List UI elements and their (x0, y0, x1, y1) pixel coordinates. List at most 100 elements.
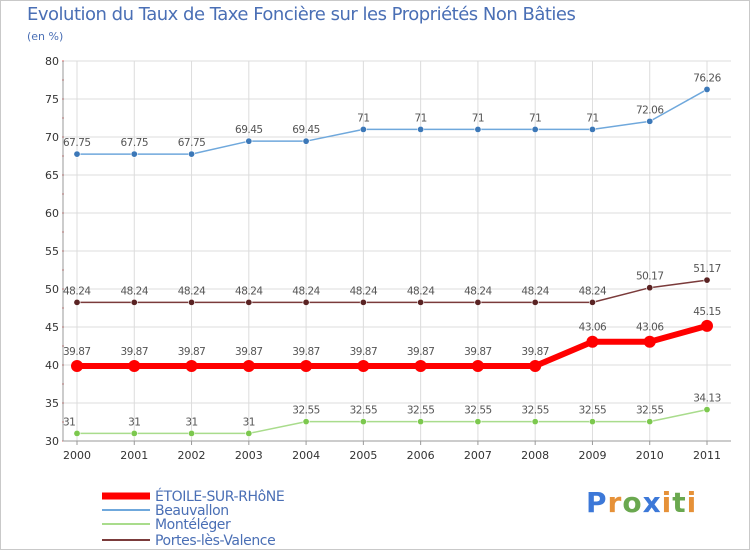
y-tick-label: 75 (45, 93, 59, 106)
x-tick-label: 2000 (63, 449, 91, 462)
data-label: 39.87 (350, 346, 378, 358)
y-tick-label: 35 (45, 397, 59, 410)
data-point (417, 125, 425, 133)
y-axis-unit-label: (en %) (27, 30, 64, 43)
data-point (188, 429, 196, 437)
data-label: 32.55 (407, 405, 435, 417)
data-point (359, 418, 367, 426)
data-label: 71 (357, 112, 369, 124)
data-label: 39.87 (407, 346, 435, 358)
data-point (529, 359, 542, 372)
data-point (417, 298, 425, 306)
data-point (73, 298, 81, 306)
data-point (302, 137, 310, 145)
data-label: 31 (243, 416, 255, 428)
data-label: 67.75 (120, 137, 148, 149)
data-point (586, 335, 599, 348)
data-label: 48.24 (292, 285, 320, 297)
data-point (188, 298, 196, 306)
data-point (359, 125, 367, 133)
data-point (130, 298, 138, 306)
data-point (531, 125, 539, 133)
data-point (474, 125, 482, 133)
data-point (71, 359, 83, 372)
data-point (357, 359, 370, 372)
data-point (471, 359, 484, 372)
logo-letter: i (661, 486, 673, 519)
data-point (588, 298, 596, 306)
data-point (185, 359, 198, 372)
data-point (646, 117, 654, 125)
data-label: 39.87 (63, 346, 91, 358)
legend-label: Montéléger (155, 517, 231, 533)
data-point (245, 429, 253, 437)
logo-letter: o (622, 486, 643, 519)
logo-letter: i (686, 486, 698, 519)
data-label: 39.87 (521, 346, 549, 358)
data-label: 39.87 (120, 346, 148, 358)
data-point (417, 418, 425, 426)
x-tick-label: 2005 (349, 449, 377, 462)
data-label: 76.26 (693, 72, 721, 84)
data-label: 50.17 (636, 271, 664, 283)
data-point (245, 137, 253, 145)
data-label: 69.45 (292, 124, 320, 136)
y-tick-label: 45 (45, 321, 59, 334)
x-tick-label: 2001 (120, 449, 148, 462)
data-label: 43.06 (579, 322, 607, 334)
data-point (188, 150, 196, 158)
data-point (300, 359, 313, 372)
series-line (77, 322, 708, 369)
series-line (77, 88, 708, 155)
data-point (646, 418, 654, 426)
data-point (414, 359, 427, 372)
data-label: 71 (586, 112, 598, 124)
x-tick-label: 2006 (407, 449, 435, 462)
data-point (73, 429, 81, 437)
data-label: 48.24 (350, 285, 378, 297)
data-label: 39.87 (292, 346, 320, 358)
data-point (703, 85, 711, 93)
data-label: 48.24 (464, 285, 492, 297)
data-label: 51.17 (693, 263, 721, 275)
data-point (531, 298, 539, 306)
data-label: 43.06 (636, 322, 664, 334)
data-label: 32.55 (464, 405, 492, 417)
y-tick-label: 55 (45, 245, 59, 258)
logo-letter: t (672, 486, 687, 519)
data-label: 34.13 (693, 393, 721, 405)
data-point (245, 298, 253, 306)
data-label: 67.75 (63, 137, 91, 149)
logo-letter: r (607, 486, 623, 519)
data-label: 39.87 (235, 346, 263, 358)
data-label: 48.24 (235, 285, 263, 297)
y-tick-label: 60 (45, 207, 59, 220)
x-tick-label: 2011 (693, 449, 721, 462)
data-label: 32.55 (636, 405, 664, 417)
data-point (130, 429, 138, 437)
data-label: 48.24 (521, 285, 549, 297)
data-label: 71 (414, 112, 426, 124)
y-tick-label: 30 (45, 435, 59, 448)
chart-title: Evolution du Taux de Taxe Foncière sur l… (27, 4, 576, 25)
series-line (77, 279, 708, 304)
y-tick-label: 80 (45, 55, 59, 68)
data-label: 32.55 (579, 405, 607, 417)
x-tick-label: 2002 (178, 449, 206, 462)
logo-letter: x (642, 486, 662, 519)
data-label: 48.24 (579, 285, 607, 297)
data-label: 32.55 (521, 405, 549, 417)
data-point (588, 125, 596, 133)
data-label: 48.24 (407, 285, 435, 297)
data-label: 39.87 (464, 346, 492, 358)
x-tick-label: 2010 (636, 449, 664, 462)
y-tick-label: 40 (45, 359, 59, 372)
y-tick-label: 65 (45, 169, 59, 182)
data-label: 31 (128, 416, 140, 428)
data-label: 32.55 (350, 405, 378, 417)
data-label: 32.55 (292, 405, 320, 417)
data-point (359, 298, 367, 306)
proxiti-logo: Proxiti (586, 486, 697, 519)
